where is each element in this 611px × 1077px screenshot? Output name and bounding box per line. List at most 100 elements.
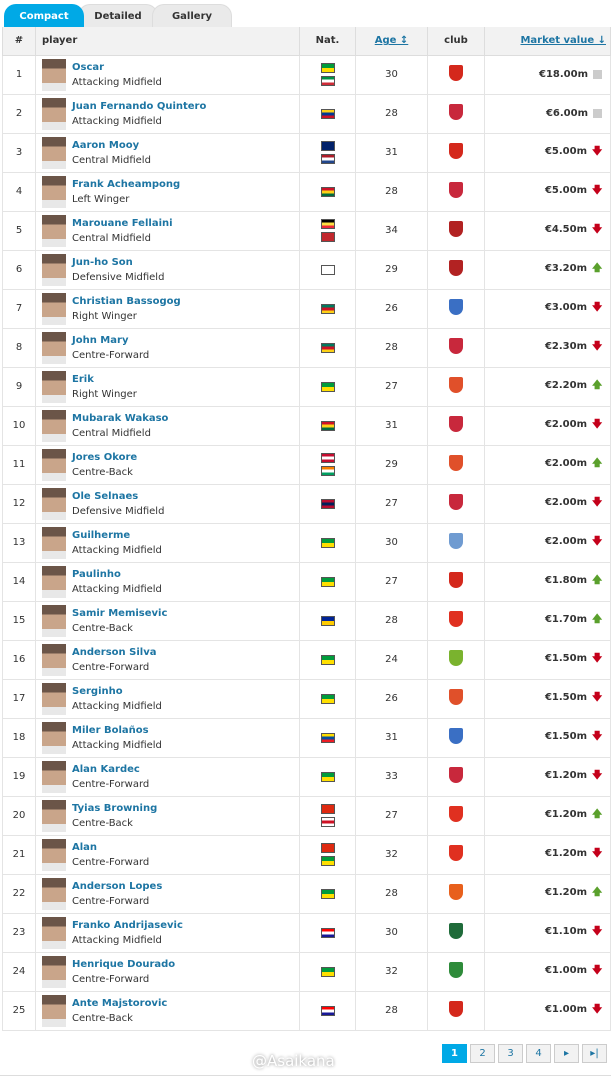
club-crest-icon[interactable] — [449, 572, 463, 588]
market-value[interactable]: €1.20m — [544, 848, 587, 859]
player-photo — [42, 136, 66, 169]
club-crest-icon[interactable] — [449, 884, 463, 900]
arrow-down-icon: 🡇 — [592, 302, 603, 313]
market-value[interactable]: €18.00m — [538, 69, 588, 80]
tab-gallery[interactable]: Gallery — [152, 4, 232, 27]
market-value[interactable]: €2.30m — [544, 341, 587, 352]
nationality-flags — [299, 366, 356, 407]
player-position: Attacking Midfield — [72, 583, 162, 595]
player-name-link[interactable]: Alan — [72, 841, 98, 853]
player-name-link[interactable]: Erik — [72, 373, 94, 385]
market-value[interactable]: €1.00m — [544, 1004, 587, 1015]
tab-compact[interactable]: Compact — [4, 4, 84, 27]
sort-age-link[interactable]: Age ↕ — [374, 35, 409, 47]
market-value[interactable]: €1.10m — [544, 926, 587, 937]
market-value[interactable]: €3.20m — [544, 263, 587, 274]
player-name-link[interactable]: John Mary — [72, 334, 129, 346]
club-crest-icon[interactable] — [449, 611, 463, 627]
player-name-link[interactable]: Miler Bolaños — [72, 724, 149, 736]
player-name-link[interactable]: Aaron Mooy — [72, 139, 140, 151]
player-name-link[interactable]: Paulinho — [72, 568, 121, 580]
market-value[interactable]: €2.20m — [544, 380, 587, 391]
player-name-link[interactable]: Alan Kardec — [72, 763, 140, 775]
player-name-link[interactable]: Ole Selnaes — [72, 490, 139, 502]
player-name-link[interactable]: Juan Fernando Quintero — [72, 100, 207, 112]
club-crest-icon[interactable] — [449, 767, 463, 783]
tab-detailed[interactable]: Detailed — [78, 4, 158, 27]
page-1[interactable]: 1 — [442, 1044, 467, 1063]
page-4[interactable]: 4 — [526, 1044, 551, 1063]
club-crest-icon[interactable] — [449, 221, 463, 237]
market-value[interactable]: €1.50m — [544, 653, 587, 664]
market-value[interactable]: €2.00m — [544, 536, 587, 547]
nationality-flags — [299, 834, 356, 875]
nationality-flags — [299, 522, 356, 563]
player-name-link[interactable]: Jun-ho Son — [72, 256, 133, 268]
player-name-link[interactable]: Franko Andrijasevic — [72, 919, 183, 931]
player-name-link[interactable]: Ante Majstorovic — [72, 997, 168, 1009]
player-age: 32 — [355, 834, 428, 875]
last-page-button[interactable]: ▸| — [582, 1044, 607, 1063]
club-crest-icon[interactable] — [449, 806, 463, 822]
next-page-button[interactable]: ▸ — [554, 1044, 579, 1063]
club-crest-icon[interactable] — [449, 143, 463, 159]
club-crest-icon[interactable] — [449, 689, 463, 705]
market-value[interactable]: €1.20m — [544, 809, 587, 820]
market-value[interactable]: €2.00m — [544, 497, 587, 508]
club-crest-icon[interactable] — [449, 65, 463, 81]
market-value[interactable]: €2.00m — [544, 419, 587, 430]
club-crest-icon[interactable] — [449, 182, 463, 198]
club-crest-icon[interactable] — [449, 260, 463, 276]
market-value[interactable]: €1.20m — [544, 887, 587, 898]
market-value[interactable]: €1.80m — [544, 575, 587, 586]
player-name-link[interactable]: Tyias Browning — [72, 802, 158, 814]
market-value[interactable]: €1.50m — [544, 692, 587, 703]
club-crest-icon[interactable] — [449, 728, 463, 744]
player-name-link[interactable]: Mubarak Wakaso — [72, 412, 169, 424]
player-name-link[interactable]: Serginho — [72, 685, 123, 697]
club-crest-icon[interactable] — [449, 377, 463, 393]
club-crest-icon[interactable] — [449, 299, 463, 315]
market-value[interactable]: €5.00m — [544, 146, 587, 157]
player-name-link[interactable]: Christian Bassogog — [72, 295, 181, 307]
market-value[interactable]: €3.00m — [544, 302, 587, 313]
club-crest-icon[interactable] — [449, 923, 463, 939]
club-crest-icon[interactable] — [449, 845, 463, 861]
page-3[interactable]: 3 — [498, 1044, 523, 1063]
nationality-flags — [299, 873, 356, 914]
player-name-link[interactable]: Samir Memisevic — [72, 607, 168, 619]
club-crest-icon[interactable] — [449, 533, 463, 549]
player-name-link[interactable]: Guilherme — [72, 529, 131, 541]
market-value[interactable]: €2.00m — [544, 458, 587, 469]
club-crest-icon[interactable] — [449, 962, 463, 978]
club-crest-icon[interactable] — [449, 494, 463, 510]
market-value[interactable]: €1.70m — [544, 614, 587, 625]
market-value[interactable]: €1.20m — [544, 770, 587, 781]
market-value[interactable]: €1.50m — [544, 731, 587, 742]
player-position: Central Midfield — [72, 154, 151, 166]
player-name-link[interactable]: Oscar — [72, 61, 105, 73]
market-value[interactable]: €5.00m — [544, 185, 587, 196]
player-name-link[interactable]: Jores Okore — [72, 451, 138, 463]
market-value[interactable]: €4.50m — [544, 224, 587, 235]
nationality-flags — [299, 444, 356, 485]
market-value[interactable]: €1.00m — [544, 965, 587, 976]
player-name-link[interactable]: Anderson Silva — [72, 646, 157, 658]
table-row: 18 Miler Bolaños Attacking Midfield 31 €1… — [2, 717, 611, 758]
player-name-link[interactable]: Marouane Fellaini — [72, 217, 173, 229]
club-crest-icon[interactable] — [449, 104, 463, 120]
player-name-link[interactable]: Frank Acheampong — [72, 178, 181, 190]
player-name-link[interactable]: Henrique Dourado — [72, 958, 176, 970]
player-name-link[interactable]: Anderson Lopes — [72, 880, 163, 892]
club-crest-icon[interactable] — [449, 650, 463, 666]
market-value[interactable]: €6.00m — [545, 108, 588, 119]
club-crest-icon[interactable] — [449, 1001, 463, 1017]
club-crest-icon[interactable] — [449, 455, 463, 471]
view-tabs: Compact Detailed Gallery — [4, 4, 232, 27]
col-age[interactable]: Age ↕ — [355, 27, 428, 56]
club-crest-icon[interactable] — [449, 338, 463, 354]
col-market-value[interactable]: Market value ↓ — [484, 27, 611, 56]
club-crest-icon[interactable] — [449, 416, 463, 432]
sort-market-value-link[interactable]: Market value ↓ — [520, 35, 606, 47]
page-2[interactable]: 2 — [470, 1044, 495, 1063]
